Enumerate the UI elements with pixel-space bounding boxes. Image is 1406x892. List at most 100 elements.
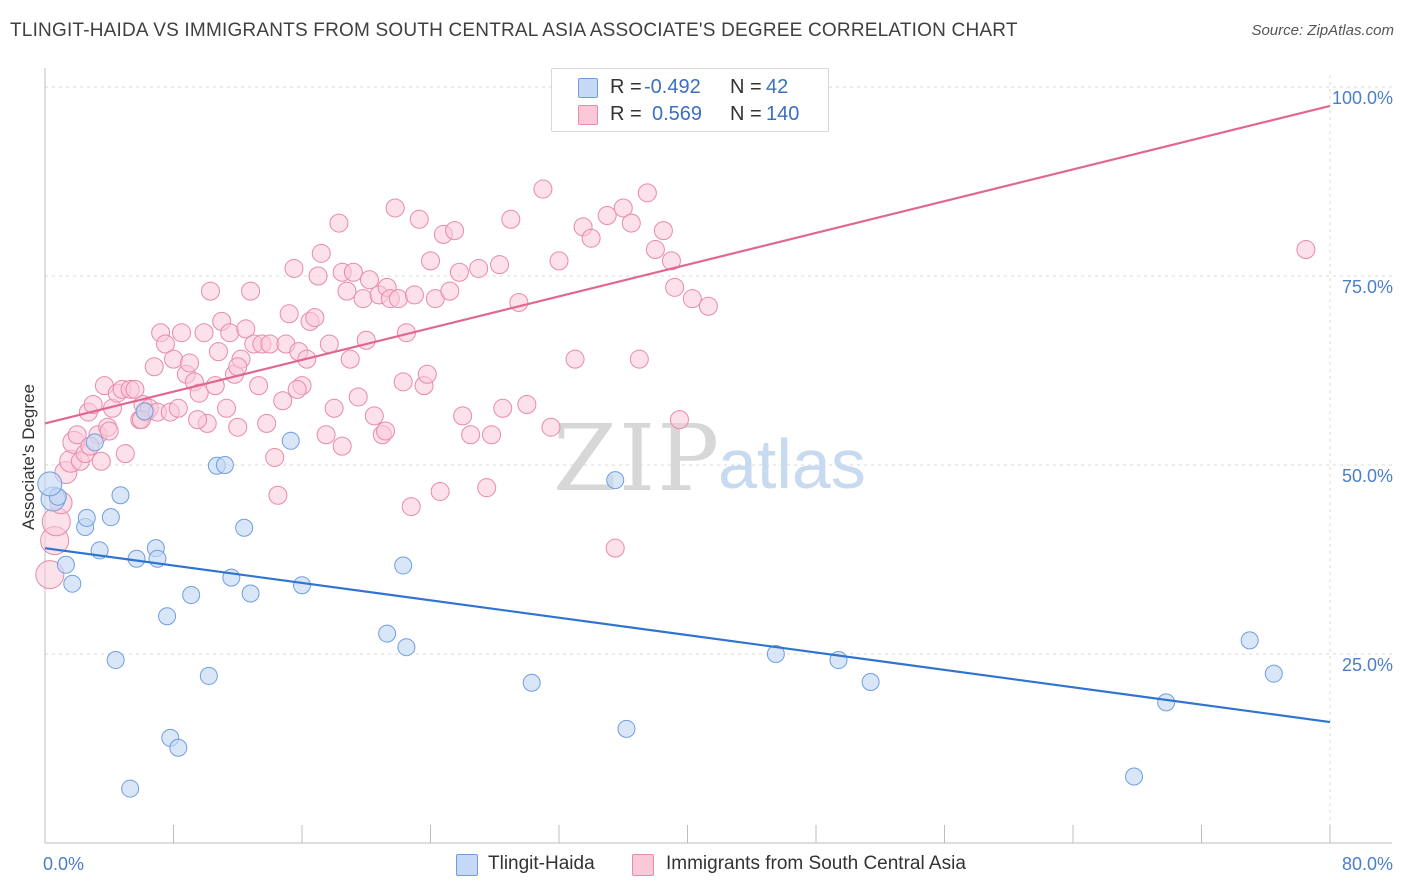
data-point-tlingit	[397, 638, 416, 657]
data-point-tlingit	[1125, 767, 1144, 786]
legend-row-immigrants: R = 0.569 N = 140	[552, 101, 828, 127]
data-point-immigrants	[220, 323, 240, 343]
data-point-immigrants	[164, 349, 183, 369]
data-point-immigrants	[200, 281, 220, 301]
bottom-legend-immigrants: Immigrants from South Central Asia	[632, 851, 992, 877]
data-point-immigrants	[188, 410, 208, 430]
data-point-immigrants	[613, 198, 633, 218]
data-point-immigrants	[337, 281, 357, 301]
axes	[44, 68, 1392, 844]
data-point-tlingit	[63, 574, 82, 593]
data-point-tlingit	[606, 471, 625, 490]
trend-line-tlingit	[44, 547, 1331, 724]
watermark-zip: ZIP	[553, 405, 721, 512]
data-point-immigrants	[35, 560, 65, 590]
data-point-immigrants	[348, 387, 368, 407]
data-point-immigrants	[533, 179, 553, 199]
y-tick-labels: 25.0% 50.0% 75.0% 100.0%	[1332, 88, 1393, 675]
data-point-immigrants	[311, 243, 331, 263]
data-point-immigrants	[661, 251, 681, 271]
data-point-tlingit	[1157, 693, 1176, 712]
legend-swatch-pink	[578, 105, 598, 125]
data-point-immigrants	[482, 425, 502, 445]
data-point-immigrants	[228, 357, 248, 377]
data-point-immigrants	[180, 353, 200, 373]
data-point-immigrants	[477, 478, 497, 498]
data-point-immigrants	[329, 213, 349, 233]
data-point-immigrants	[343, 262, 363, 282]
data-point-immigrants	[125, 379, 145, 399]
bottom-legend-swatch-blue	[456, 854, 478, 876]
data-point-tlingit	[56, 555, 75, 574]
data-point-immigrants	[461, 425, 481, 445]
data-point-immigrants	[401, 497, 421, 517]
data-point-immigrants	[393, 372, 413, 392]
data-point-immigrants	[273, 391, 293, 411]
data-point-immigrants	[597, 206, 617, 226]
data-point-immigrants	[469, 258, 489, 278]
data-point-tlingit	[861, 672, 880, 691]
data-point-immigrants	[217, 398, 237, 418]
data-point-immigrants	[279, 304, 299, 324]
data-point-immigrants	[324, 398, 344, 418]
data-point-immigrants	[265, 447, 285, 467]
data-point-tlingit	[617, 719, 636, 738]
legend-r-label: R =	[610, 103, 642, 125]
data-point-immigrants	[287, 379, 307, 399]
data-point-tlingit	[522, 673, 541, 692]
data-point-tlingit	[293, 576, 311, 595]
data-point-immigrants	[284, 258, 304, 278]
data-point-immigrants	[376, 421, 396, 441]
series-tlingit-points	[37, 402, 1283, 798]
data-point-immigrants	[144, 357, 164, 377]
correlation-legend: R = -0.492 N = 42 R = 0.569 N = 140	[551, 68, 829, 132]
data-point-tlingit	[281, 431, 300, 450]
data-point-immigrants	[449, 262, 469, 282]
data-point-immigrants	[208, 342, 228, 362]
data-point-immigrants	[440, 281, 460, 301]
data-point-immigrants	[168, 398, 188, 418]
legend-swatch-blue	[578, 78, 598, 98]
data-point-immigrants	[228, 417, 248, 437]
bottom-legend-label: Immigrants from South Central Asia	[666, 853, 966, 874]
data-point-immigrants	[99, 421, 119, 441]
legend-n-value: 42	[766, 76, 789, 98]
data-point-tlingit	[378, 624, 397, 643]
data-point-tlingit	[106, 651, 125, 670]
data-point-immigrants	[445, 221, 465, 241]
data-point-immigrants	[249, 376, 269, 396]
bottom-legend-label: Tlingit-Haida	[488, 853, 595, 874]
data-point-immigrants	[629, 349, 649, 369]
y-tick-label: 100.0%	[1332, 88, 1393, 108]
data-point-tlingit	[121, 779, 140, 798]
data-point-immigrants	[319, 334, 339, 354]
data-point-immigrants	[409, 209, 429, 229]
x-tick-label-max: 80.0%	[1342, 854, 1393, 874]
watermark: ZIP atlas	[553, 405, 866, 512]
data-point-tlingit	[1240, 631, 1259, 650]
y-tick-label: 75.0%	[1342, 277, 1393, 297]
data-point-tlingit	[37, 471, 63, 497]
data-point-tlingit	[394, 556, 413, 575]
data-point-immigrants	[665, 277, 685, 297]
data-point-immigrants	[605, 538, 625, 558]
data-point-immigrants	[332, 436, 352, 456]
data-point-immigrants	[155, 334, 175, 354]
bottom-legend-swatch-pink	[632, 854, 654, 876]
data-point-immigrants	[581, 228, 601, 248]
data-point-immigrants	[364, 406, 384, 426]
data-point-tlingit	[77, 508, 96, 527]
data-point-immigrants	[517, 395, 537, 415]
data-point-immigrants	[359, 270, 379, 290]
data-point-tlingit	[241, 584, 260, 603]
legend-r-label: R =	[610, 76, 642, 98]
legend-n-label: N =	[730, 76, 762, 98]
data-point-tlingit	[215, 456, 234, 474]
data-point-immigrants	[565, 349, 585, 369]
trend-lines	[44, 104, 1331, 724]
data-point-immigrants	[316, 425, 336, 445]
data-point-tlingit	[199, 666, 218, 685]
data-point-immigrants	[645, 240, 665, 260]
y-tick-label: 50.0%	[1342, 466, 1393, 486]
